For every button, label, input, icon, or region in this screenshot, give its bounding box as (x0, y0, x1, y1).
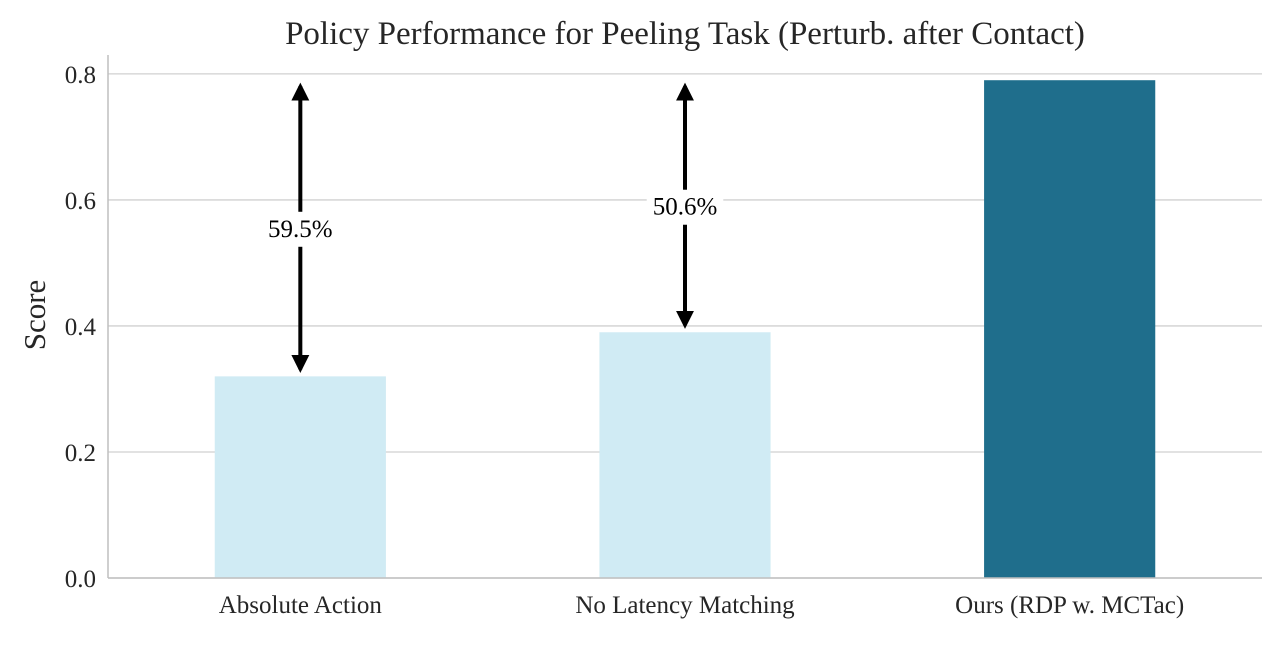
bar (214, 376, 386, 578)
annotations: 59.5% 50.6% (262, 82, 724, 373)
y-axis-label: Score (17, 280, 52, 351)
y-tick-label: 0.0 (65, 566, 96, 593)
x-tick-label: Ours (RDP w. MCTac) (955, 592, 1184, 619)
y-tick-label: 0.6 (65, 188, 96, 215)
annotation-label: 59.5% (268, 216, 333, 243)
annotation-label-background (646, 189, 724, 225)
bar (599, 332, 771, 578)
bar (984, 80, 1156, 578)
y-tick-label: 0.2 (65, 440, 96, 467)
x-tick-label: Absolute Action (219, 592, 383, 619)
axes: 0.0 0.2 0.4 0.6 0.8 Absolute Action No Latency… (65, 55, 1262, 619)
annotation-label-background (262, 211, 339, 247)
chart-title: Policy Performance for Peeling Task (Per… (285, 16, 1085, 52)
bars (214, 80, 1156, 578)
y-tick-label: 0.4 (65, 314, 97, 341)
y-tick-label: 0.8 (65, 62, 96, 89)
annotation-label: 50.6% (653, 194, 718, 221)
x-tick-label: No Latency Matching (575, 592, 795, 619)
